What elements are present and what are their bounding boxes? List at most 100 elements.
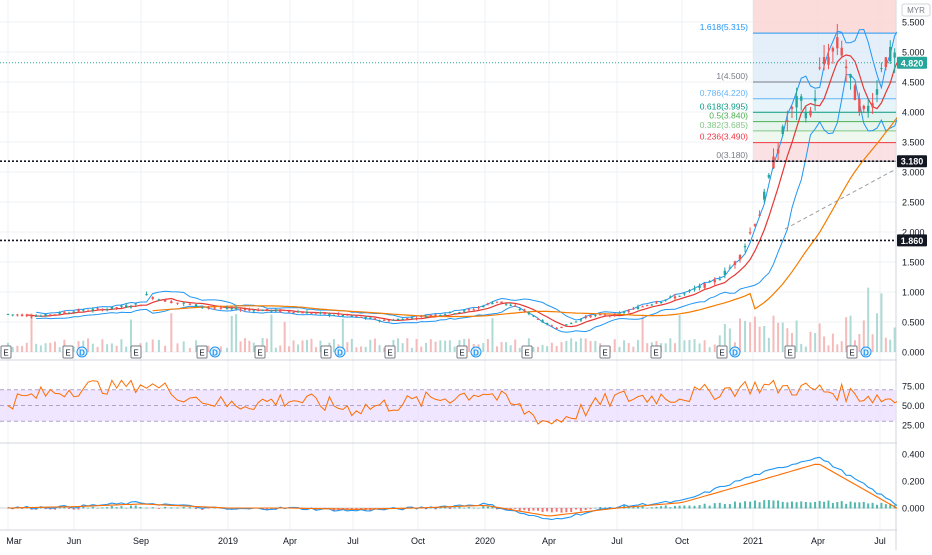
volume-bar (893, 327, 896, 352)
volume-bar (827, 345, 830, 352)
earnings-marker[interactable]: E (0, 345, 12, 359)
volume-bar (120, 339, 123, 352)
volume-bar (350, 338, 353, 352)
earnings-marker[interactable]: E (320, 345, 332, 359)
candle-body (219, 307, 223, 309)
earnings-marker[interactable]: E (846, 345, 858, 359)
candle-body (67, 312, 71, 314)
candle-body (594, 315, 597, 317)
volume-bar (867, 287, 870, 352)
volume-bar (35, 343, 38, 352)
candle-body (477, 307, 480, 309)
earnings-marker[interactable]: E (130, 345, 142, 359)
volume-bar (575, 341, 578, 352)
earnings-marker[interactable]: E (196, 345, 208, 359)
candle-body (703, 283, 706, 288)
macd-histogram-bar (876, 504, 879, 509)
volume-bar (467, 338, 470, 352)
macd-histogram-bar (527, 508, 530, 512)
volume-bar (831, 333, 834, 352)
candle-body (495, 301, 499, 303)
volume-bar (319, 340, 322, 352)
macd-histogram-bar (439, 507, 442, 509)
candle-body (124, 305, 128, 308)
macd-histogram-bar (176, 507, 179, 509)
volume-bar (360, 346, 363, 352)
macd-histogram-bar (827, 500, 830, 509)
dividend-marker-label: D (212, 349, 218, 358)
fibonacci-retracement[interactable]: 0(3.180) 0.236(3.490) 0.382(3.685)0.5(3.84… (0, 0, 896, 162)
candle-body (809, 110, 812, 116)
rsi-line (7, 379, 909, 425)
dividend-marker-badge (209, 346, 221, 358)
macd-histogram-bar (627, 507, 630, 509)
earnings-marker[interactable]: E (650, 345, 662, 359)
volume-bar (546, 346, 549, 352)
earnings-marker[interactable]: E (521, 345, 533, 359)
macd-panel[interactable] (0, 456, 909, 521)
fib-zone (753, 121, 896, 131)
dividend-marker[interactable]: D (729, 346, 741, 358)
rsi-y-tick-label: 25.00 (902, 421, 925, 431)
macd-histogram-bar (195, 508, 198, 510)
dividend-marker[interactable]: D (860, 346, 872, 358)
volume-bar (157, 339, 160, 352)
level-low-tag[interactable]: 1.860 (897, 234, 927, 247)
candle-body (776, 149, 780, 154)
earnings-marker-badge (784, 345, 796, 359)
candle-body (350, 315, 354, 317)
last-price-tag[interactable]: 4.820 (897, 56, 927, 69)
candle-body (650, 304, 654, 306)
earnings-marker[interactable]: E (254, 345, 266, 359)
earnings-marker[interactable]: E (384, 345, 396, 359)
macd-y-tick-label: 0.400 (902, 450, 925, 460)
candle-body (129, 306, 133, 308)
macd-histogram-bar (301, 508, 304, 510)
volume-bar (429, 339, 432, 352)
volume-bar (21, 346, 24, 352)
volume-bar (53, 341, 56, 352)
y-tick-label: 3.500 (902, 138, 925, 148)
macd-histogram-bar (207, 508, 210, 509)
dividend-marker[interactable]: D (334, 346, 346, 358)
volume-bar (341, 318, 344, 352)
earnings-marker-label: E (387, 349, 392, 358)
candle-body (500, 301, 503, 303)
x-tick-label: Oct (675, 536, 690, 546)
level-high-tag[interactable]: 3.180 (897, 155, 927, 168)
macd-histogram-bar (570, 508, 573, 512)
y-tick-label: 4.000 (902, 108, 925, 118)
volume-bar (463, 338, 466, 352)
macd-histogram-bar (867, 503, 870, 509)
earnings-marker[interactable]: E (716, 345, 728, 359)
earnings-marker[interactable]: E (784, 345, 796, 359)
earnings-marker[interactable]: E (456, 345, 468, 359)
macd-histogram-bar (125, 507, 128, 509)
candle-body (800, 96, 803, 101)
dividend-marker[interactable]: D (470, 346, 482, 358)
candle-body (328, 313, 331, 316)
macd-histogram-bar (795, 502, 798, 509)
macd-histogram-bar (858, 502, 861, 509)
earnings-marker[interactable]: E (599, 345, 611, 359)
dividend-marker[interactable]: D (76, 346, 88, 358)
candle-body (292, 311, 295, 313)
dividend-marker[interactable]: D (209, 346, 221, 358)
candlesticks[interactable] (6, 23, 910, 330)
volume-bar (279, 345, 282, 352)
earnings-marker[interactable]: E (62, 345, 74, 359)
volume-bar (230, 316, 233, 352)
rsi-panel[interactable] (0, 379, 909, 425)
candle-body (763, 191, 766, 200)
dividend-marker-label: D (79, 349, 85, 358)
earnings-marker-label: E (133, 349, 138, 358)
volume-bar (496, 346, 499, 352)
earnings-marker-label: E (199, 349, 204, 358)
macd-histogram-bar (664, 505, 667, 509)
earnings-marker-badge (599, 345, 611, 359)
volume-bar (632, 346, 635, 352)
horizontal-levels[interactable] (0, 160, 896, 242)
